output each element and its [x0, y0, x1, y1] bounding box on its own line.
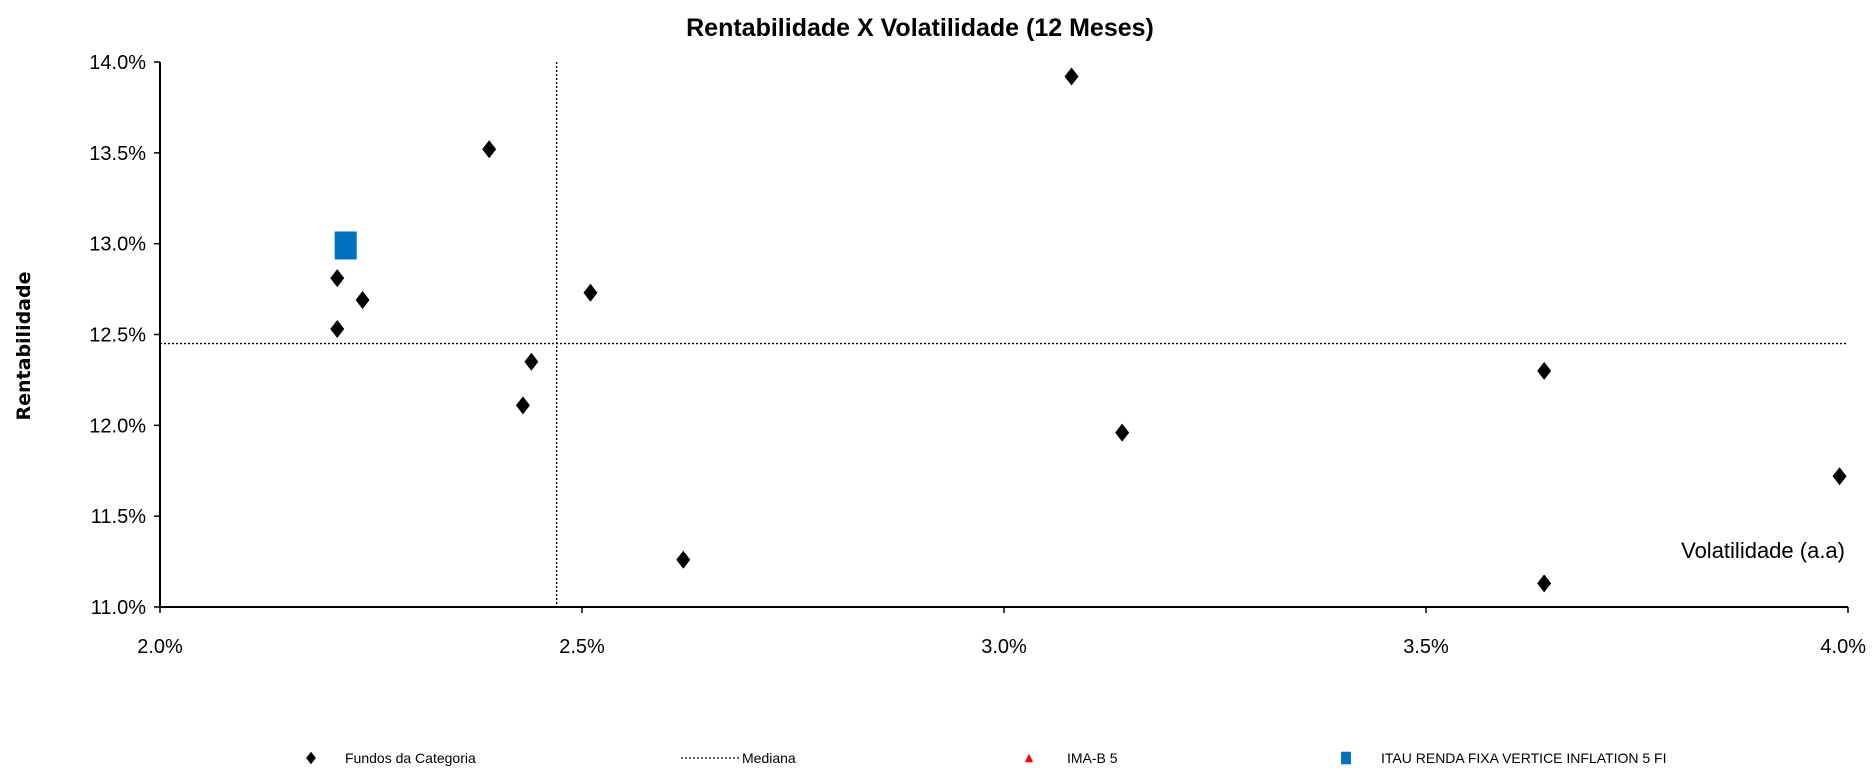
- y-tick-label: 12.0%: [89, 415, 146, 437]
- x-tick-label: 3.5%: [1403, 636, 1449, 658]
- y-tick-label: 14.0%: [89, 52, 146, 74]
- x-tick-label: 3.0%: [981, 636, 1027, 658]
- legend-label: Mediana: [742, 750, 796, 766]
- data-points: [330, 67, 1847, 593]
- y-tick-label: 11.5%: [91, 506, 146, 528]
- fund-point: [1115, 423, 1130, 442]
- median-lines: [160, 62, 1848, 607]
- fund-point: [524, 352, 539, 371]
- fund-point: [515, 396, 530, 415]
- fund-point: [330, 320, 345, 339]
- fund-point: [355, 290, 370, 309]
- x-axis-ticks: 2.0% 2.5% 3.0% 3.5% 4.0%: [137, 607, 1866, 658]
- chart-title: Rentabilidade X Volatilidade (12 Meses): [686, 14, 1154, 42]
- fund-point: [1064, 67, 1079, 86]
- legend-square-icon: [1341, 751, 1351, 765]
- legend-label: ITAU RENDA FIXA VERTICE INFLATION 5 FI: [1381, 750, 1667, 766]
- fund-point: [1832, 467, 1847, 486]
- fund-point: [330, 269, 345, 288]
- x-tick-label: 4.0%: [1820, 636, 1866, 658]
- y-tick-label: 13.0%: [89, 234, 146, 256]
- y-tick-label: 11.0%: [91, 597, 146, 619]
- x-axis-title: Volatilidade (a.a): [1681, 538, 1845, 563]
- fund-point: [1537, 574, 1552, 593]
- legend-triangle-icon: [1024, 753, 1034, 763]
- fund-point: [676, 550, 691, 569]
- fund-highlight-point: [334, 231, 357, 260]
- legend: Fundos da Categoria Mediana IMA-B 5 ITAU RE…: [306, 750, 1667, 766]
- fund-point: [1537, 361, 1552, 380]
- legend-label: IMA-B 5: [1067, 750, 1118, 766]
- y-tick-label: 12.5%: [89, 325, 146, 347]
- y-axis-title: Rentabilidade: [13, 272, 35, 421]
- legend-diamond-icon: [306, 751, 316, 765]
- fund-point: [583, 283, 598, 302]
- fund-point: [482, 140, 497, 159]
- x-tick-label: 2.0%: [137, 636, 183, 658]
- y-tick-label: 13.5%: [89, 143, 146, 165]
- legend-label: Fundos da Categoria: [345, 750, 476, 766]
- x-tick-label: 2.5%: [559, 636, 605, 658]
- y-axis-ticks: 11.0% 11.5% 12.0% 12.5% 13.0% 13.5% 14.0%: [89, 52, 160, 619]
